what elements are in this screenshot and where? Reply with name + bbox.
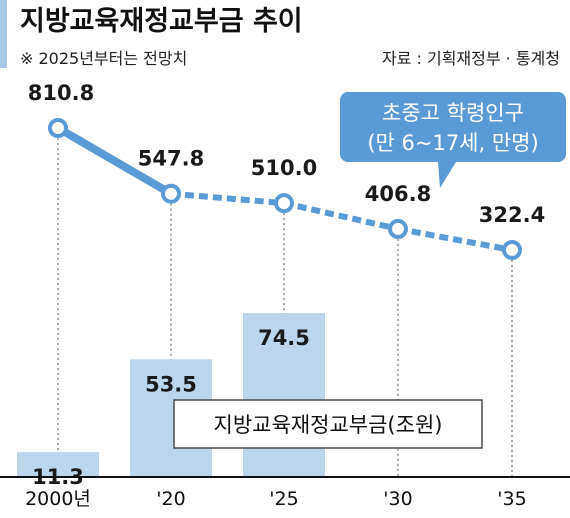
line-label-1: 547.8 xyxy=(138,147,204,171)
line-label-2: 510.0 xyxy=(251,156,317,180)
line-points xyxy=(48,118,522,260)
bar-label-1: 53.5 xyxy=(145,372,197,396)
bar-legend-box xyxy=(173,399,483,449)
bar-series xyxy=(17,313,325,477)
source-note: 자료 : 기획재정부 · 통계청 xyxy=(382,49,560,68)
line-labels: 810.8 547.8 510.0 406.8 322.4 xyxy=(28,81,545,227)
bar-2 xyxy=(243,313,325,477)
bar-legend-label: 지방교육재정교부금(조원) xyxy=(214,413,443,437)
line-point-2 xyxy=(274,193,294,214)
forecast-note: ※ 2025년부터는 전망치 xyxy=(20,49,187,68)
x-tick-1: '20 xyxy=(156,488,185,510)
line-point-3 xyxy=(388,218,408,239)
bar-0 xyxy=(17,452,99,477)
line-point-0 xyxy=(48,118,68,138)
line-segment-0 xyxy=(55,124,174,198)
bar-label-2: 74.5 xyxy=(258,326,310,350)
line-callout-line1: 초중고 학령인구 xyxy=(382,101,524,125)
x-tick-2: '25 xyxy=(269,488,298,510)
line-series xyxy=(55,124,513,253)
line-segment-2 xyxy=(283,200,399,232)
x-tick-4: '35 xyxy=(497,488,526,510)
line-segment-3 xyxy=(397,225,513,253)
line-callout-line2: (만 6~17세, 만명) xyxy=(367,131,538,155)
line-point-1 xyxy=(161,183,181,204)
line-label-4: 322.4 xyxy=(479,203,545,227)
line-label-3: 406.8 xyxy=(365,182,431,206)
title-accent-bar xyxy=(0,0,7,68)
line-callout-box xyxy=(340,92,566,188)
chart-title: 지방교육재정교부금 추이 xyxy=(20,6,303,37)
line-point-4 xyxy=(502,240,522,260)
line-segment-1 xyxy=(170,190,285,207)
line-label-0: 810.8 xyxy=(28,81,94,105)
x-axis-ticks: 2000년 '20 '25 '30 '35 xyxy=(25,488,527,510)
x-tick-3: '30 xyxy=(383,488,412,510)
x-tick-0: 2000년 xyxy=(25,488,91,510)
